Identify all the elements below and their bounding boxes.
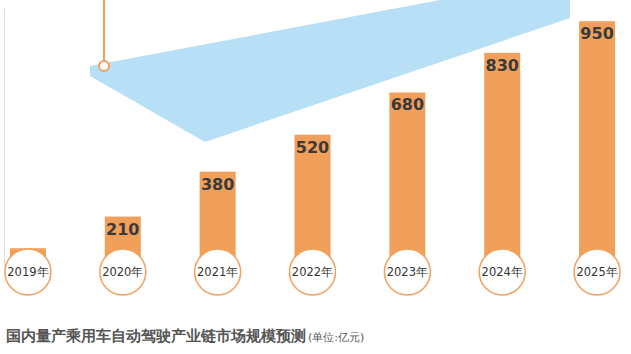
x-tick-label: 2022年 — [292, 265, 333, 279]
tick-circle — [479, 249, 525, 295]
x-tick: 2025年 — [574, 249, 620, 295]
x-tick-label: 2021年 — [197, 265, 238, 279]
x-tick-label: 2023年 — [387, 265, 428, 279]
decoration — [99, 61, 109, 71]
data-label: 830 — [486, 56, 519, 75]
title-group: 国内量产乘用车自动驾驶产业链市场规模预测(单位:亿元) — [6, 327, 364, 345]
data-label: 210 — [106, 220, 139, 239]
x-tick: 2024年 — [479, 249, 525, 295]
x-tick-label: 2024年 — [482, 265, 523, 279]
chart: 902103805206808309502019年2020年2021年2022年… — [0, 0, 631, 354]
tick-circle — [384, 249, 430, 295]
bars — [10, 21, 615, 272]
title: 国内量产乘用车自动驾驶产业链市场规模预测 — [6, 327, 306, 345]
x-tick: 2023年 — [384, 249, 430, 295]
tick-circle — [290, 249, 336, 295]
x-tick-label: 2020年 — [102, 265, 143, 279]
data-label: 520 — [296, 138, 329, 157]
x-axis: 2019年 2020年 2021年 2022年 2023年 2024年 2025年 — [5, 249, 620, 295]
x-tick: 2021年 — [195, 249, 241, 295]
subtitle: (单位:亿元) — [308, 331, 364, 344]
x-tick: 2022年 — [290, 249, 336, 295]
bar — [389, 92, 425, 272]
data-label: 680 — [391, 95, 424, 114]
data-labels: 90210380520680830950 — [17, 24, 614, 270]
y-axis-line — [4, 9, 5, 273]
bar — [579, 21, 615, 272]
decoration — [103, 0, 105, 61]
bar — [484, 53, 520, 272]
x-tick: 2020年 — [100, 249, 146, 295]
tick-circle — [100, 249, 146, 295]
tick-circle — [5, 249, 51, 295]
y-axis — [4, 9, 5, 273]
tick-circle — [574, 249, 620, 295]
x-tick-label: 2019年 — [7, 265, 48, 279]
data-label: 950 — [580, 24, 613, 43]
data-label: 380 — [201, 175, 234, 194]
x-tick-label: 2025年 — [576, 265, 617, 279]
x-tick: 2019年 — [5, 249, 51, 295]
tick-circle — [195, 249, 241, 295]
